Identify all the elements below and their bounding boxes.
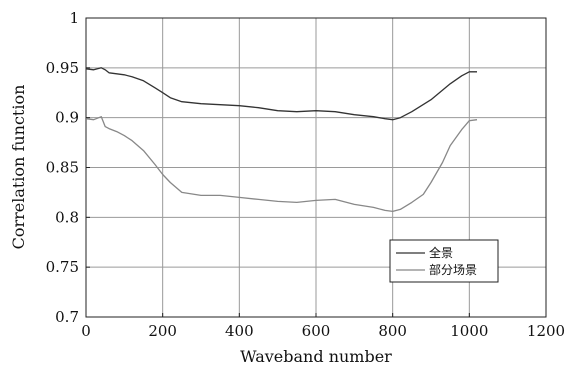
y-tick-label: 1	[69, 9, 79, 27]
y-tick-label: 0.7	[55, 308, 79, 326]
x-tick-label: 800	[378, 322, 407, 340]
legend: 全景 部分场景	[389, 239, 499, 283]
x-tick-label: 1000	[450, 322, 488, 340]
x-tick-label: 400	[225, 322, 254, 340]
x-tick-label: 200	[148, 322, 177, 340]
series-layer	[85, 67, 478, 213]
y-axis-label: Correlation function	[9, 85, 28, 250]
y-tick-label: 0.95	[46, 59, 79, 77]
series-line-1	[85, 67, 477, 121]
x-tick-label: 1200	[527, 322, 565, 340]
y-axis-ticks: 0.7 0.75 0.8 0.85 0.9 0.95 1	[46, 9, 90, 326]
y-tick-label: 0.85	[46, 159, 79, 177]
y-tick-label: 0.8	[55, 208, 79, 226]
x-axis-label: Waveband number	[240, 347, 392, 366]
y-tick-label: 0.75	[46, 258, 79, 276]
series-line-2	[85, 116, 478, 213]
legend-box	[389, 239, 499, 283]
grid	[86, 18, 546, 317]
x-tick-label: 0	[81, 322, 91, 340]
y-tick-label: 0.9	[55, 109, 79, 127]
legend-entry-series-1: 全景	[429, 245, 453, 260]
x-axis-ticks: 0 200 400 600 800 1000 1200	[81, 313, 565, 340]
legend-entry-series-2: 部分场景	[429, 262, 477, 277]
x-tick-label: 600	[302, 322, 331, 340]
